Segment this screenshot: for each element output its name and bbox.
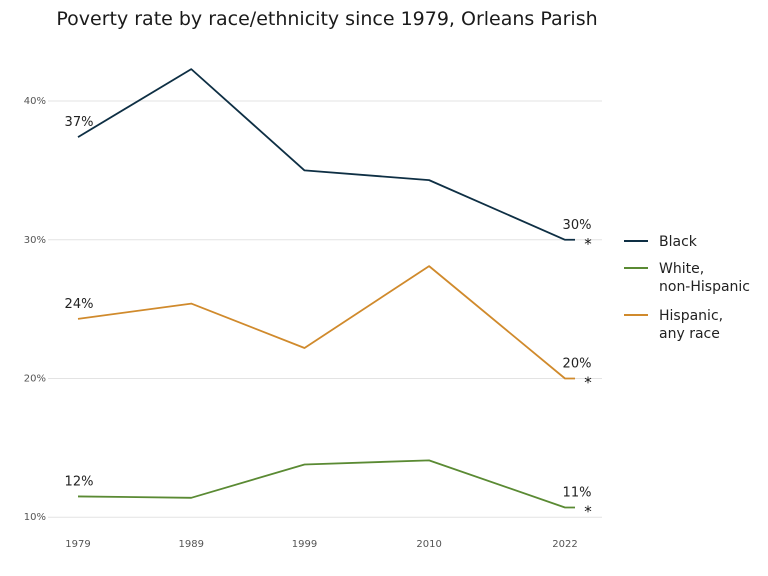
y-tick-label: 30% <box>24 235 46 246</box>
end-marker-hispanic-any-race: * <box>584 373 592 391</box>
legend-label-black: Black <box>659 234 698 250</box>
series-line-hispanic-any-race <box>77 265 575 380</box>
legend-label-white-non-hispanic: non-Hispanic <box>659 279 750 295</box>
start-label-hispanic-any-race: 24% <box>65 297 94 312</box>
series-lines <box>77 68 575 509</box>
y-tick-label: 10% <box>24 512 46 523</box>
y-tick-label: 20% <box>24 373 46 384</box>
legend-label-white-non-hispanic: White, <box>659 261 704 277</box>
series-line-white-non-hispanic <box>77 459 575 509</box>
end-marker-black: * <box>584 235 592 253</box>
x-tick-label: 2010 <box>416 539 441 550</box>
x-tick-label: 1989 <box>179 539 204 550</box>
series-line-black <box>77 68 575 241</box>
y-tick-label: 40% <box>24 96 46 107</box>
start-label-black: 37% <box>65 115 94 130</box>
gridlines <box>48 100 602 518</box>
end-label-white-non-hispanic: 11% <box>563 486 592 501</box>
x-axis-tick-labels: 1979 1989 1999 2010 2022 <box>65 539 577 550</box>
end-marker-white-non-hispanic: * <box>584 503 592 521</box>
legend: Black White, non-Hispanic Hispanic, any race <box>624 234 750 342</box>
x-tick-label: 1999 <box>292 539 317 550</box>
legend-label-hispanic-any-race: any race <box>659 326 720 342</box>
y-axis-tick-labels: 10% 20% 30% 40% <box>24 96 46 523</box>
data-labels: 37% 30% * 12% 11% * 24% 20% * <box>65 115 593 520</box>
end-label-hispanic-any-race: 20% <box>563 356 592 371</box>
x-tick-label: 2022 <box>552 539 577 550</box>
x-tick-label: 1979 <box>65 539 90 550</box>
start-label-white-non-hispanic: 12% <box>65 474 94 489</box>
end-label-black: 30% <box>563 218 592 233</box>
legend-label-hispanic-any-race: Hispanic, <box>659 308 723 324</box>
chart-title: Poverty rate by race/ethnicity since 197… <box>56 8 597 30</box>
